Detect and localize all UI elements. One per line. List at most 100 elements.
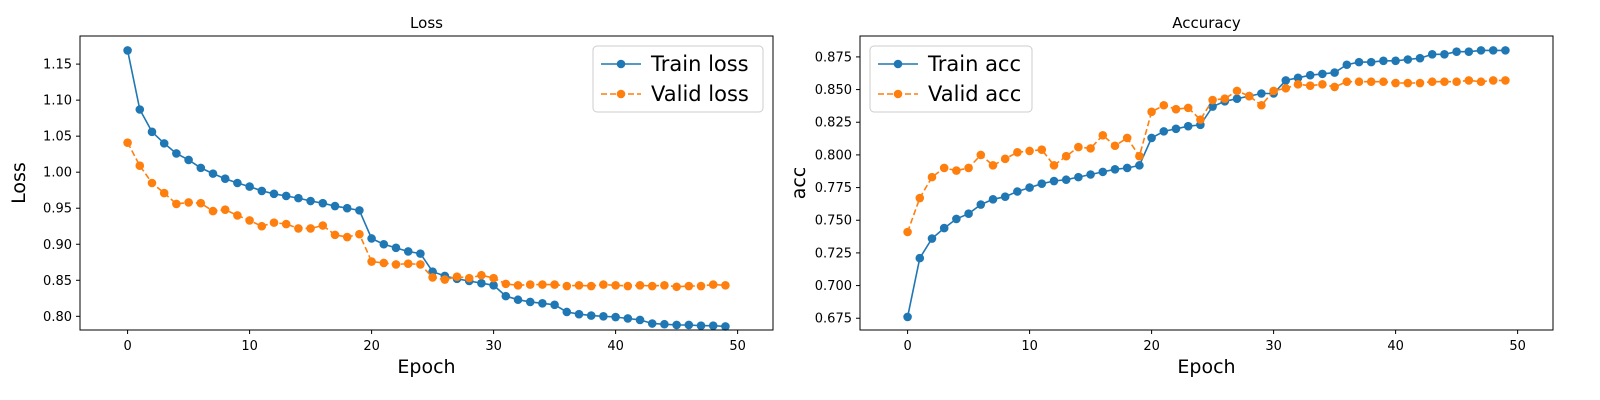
valid-acc-point: [1098, 131, 1108, 140]
accuracy-chart: Accuracy 0 10 20 30 40 50 0.675 0.700 0.725 0.750 0…: [788, 14, 1554, 378]
valid-loss-point: [257, 221, 267, 231]
loss-chart: Loss 0 10 20 30 40 50 0.80 0.85 0.90 0.95 1.00 1.05 1…: [8, 14, 774, 378]
valid-acc-point: [1257, 100, 1266, 110]
train-loss-point: [721, 322, 730, 331]
loss-chart-title: Loss: [410, 14, 443, 32]
train-loss-point: [281, 191, 291, 201]
valid-acc-point: [952, 166, 961, 175]
train-loss-point: [379, 239, 389, 249]
valid-acc-point: [1427, 77, 1437, 87]
train-acc-point: [1074, 172, 1083, 182]
x-tick-label: 30: [485, 339, 502, 354]
y-tick-label: 1.10: [43, 94, 72, 109]
y-tick-label: 0.700: [815, 279, 852, 294]
train-loss-point: [684, 320, 694, 330]
train-loss-point: [647, 319, 657, 328]
train-loss-point: [586, 311, 596, 320]
valid-loss-point: [318, 221, 328, 230]
valid-acc-point: [988, 161, 998, 170]
valid-loss-point: [684, 281, 694, 291]
train-acc-point: [1342, 60, 1352, 70]
train-acc-point: [1427, 49, 1437, 59]
valid-loss-point: [208, 206, 218, 216]
train-acc-point: [1501, 46, 1510, 55]
train-loss-point: [623, 314, 633, 323]
train-loss-point: [599, 312, 608, 321]
valid-acc-point: [1366, 77, 1376, 87]
valid-loss-point: [647, 281, 657, 291]
train-acc-point: [1391, 56, 1400, 66]
valid-loss-point: [330, 230, 340, 240]
valid-loss-point: [452, 272, 462, 281]
train-acc-point: [1147, 133, 1156, 143]
y-tick-label: 0.775: [815, 181, 852, 196]
y-axis-title: acc: [788, 167, 810, 200]
valid-loss-point: [696, 281, 706, 291]
y-tick-label: 0.825: [815, 116, 852, 131]
legend-entry-label: Valid loss: [651, 82, 749, 106]
y-tick-label: 0.675: [815, 312, 852, 327]
valid-loss-point: [464, 273, 474, 283]
train-acc-point: [1013, 187, 1022, 196]
train-acc-point: [1159, 127, 1169, 136]
train-loss-point: [562, 307, 572, 317]
valid-loss-point: [135, 161, 145, 171]
valid-loss-point: [367, 257, 376, 266]
train-loss-point: [660, 319, 669, 329]
valid-loss-line: [126, 142, 726, 288]
legend-marker: [893, 89, 903, 99]
train-acc-point: [964, 209, 973, 219]
train-acc-point: [1208, 102, 1217, 111]
valid-loss-point: [220, 205, 230, 214]
valid-acc-point: [1183, 103, 1193, 113]
train-loss-point: [269, 189, 279, 199]
valid-acc-point: [1354, 77, 1364, 87]
legend-entry-label: Valid acc: [928, 82, 1021, 106]
train-loss-point: [159, 139, 169, 148]
train-acc-point: [1232, 94, 1242, 104]
valid-acc-point: [1464, 76, 1474, 85]
valid-loss-point: [708, 280, 718, 289]
valid-loss-point: [599, 280, 608, 289]
train-acc-point: [939, 223, 949, 233]
y-tick-label: 0.95: [43, 202, 72, 217]
valid-loss-point: [233, 211, 242, 220]
train-acc-point: [915, 253, 925, 263]
train-acc-point: [1452, 47, 1461, 56]
train-loss-point: [172, 149, 181, 158]
train-acc-point: [976, 200, 986, 209]
train-acc-point: [1025, 183, 1034, 192]
train-loss-point: [672, 320, 681, 330]
valid-acc-point: [1061, 151, 1071, 161]
valid-acc-point: [1232, 86, 1242, 96]
legend-marker: [616, 59, 626, 69]
valid-loss-point: [245, 216, 254, 225]
train-acc-point: [1330, 68, 1339, 77]
legend-frame: [592, 45, 764, 113]
x-tick-label: 40: [1387, 339, 1404, 354]
train-acc-point: [1440, 49, 1449, 59]
valid-acc-point: [1135, 151, 1144, 161]
train-loss-point: [257, 186, 267, 196]
valid-loss-point: [391, 260, 401, 269]
train-acc-point: [1037, 179, 1047, 188]
valid-acc-point: [1208, 95, 1217, 105]
valid-acc-point: [1220, 94, 1230, 104]
legend-entry-label: Train acc: [927, 52, 1021, 76]
valid-loss-point: [721, 281, 730, 290]
valid-acc-point: [1037, 145, 1047, 154]
plot-area-frame: [79, 35, 774, 331]
x-tick-label: 20: [363, 339, 380, 354]
train-loss-point: [147, 127, 157, 137]
train-loss-point: [416, 249, 425, 258]
valid-acc-point: [1049, 161, 1059, 170]
x-axis-title: Epoch: [397, 356, 455, 378]
train-acc-point: [1293, 73, 1303, 83]
legend-frame: [869, 45, 1033, 113]
loss-legend: Train loss Valid loss: [592, 45, 764, 113]
train-loss-point: [635, 315, 645, 325]
valid-loss-point: [379, 258, 389, 268]
valid-acc-point: [903, 227, 912, 237]
valid-loss-point: [342, 232, 352, 242]
